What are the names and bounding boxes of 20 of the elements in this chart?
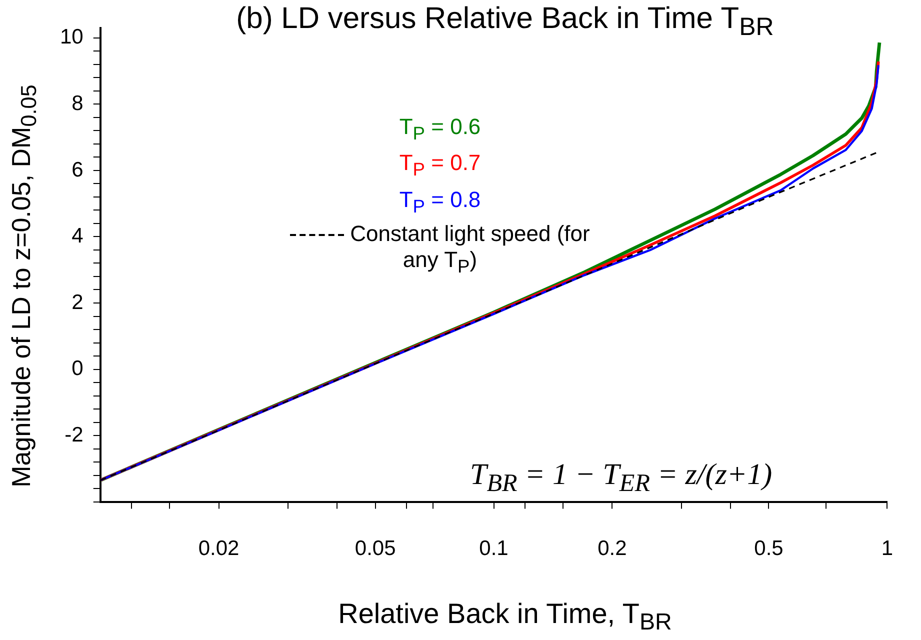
legend-label: Constant light speed (for any T$_{P}$) — [350, 221, 590, 277]
x-tick-label: 0.02 — [198, 537, 240, 560]
x-tick-label: 0.05 — [354, 537, 396, 560]
y-tick-label: 8 — [72, 92, 84, 115]
y-tick-label: -2 — [64, 423, 84, 446]
chart-title: (b) LD versus Relative Back in Time T$_{BR}$ — [235, 2, 775, 42]
annotation: T$_{BR}$ = 1 − T$_{ER}$ = z/(z+1) — [470, 458, 772, 498]
y-tick-label: 4 — [72, 224, 84, 248]
y-tick-label: 10 — [60, 26, 84, 49]
text: T$_{P}$ = 0.6 — [398, 113, 482, 146]
x-axis-title: Relative Back in Time, T$_{BR}$ — [337, 598, 673, 636]
x-tick-label: 1 — [881, 537, 894, 560]
text: T$_{P}$ = 0.8 — [398, 186, 482, 218]
x-tick-label: 0.5 — [754, 537, 784, 560]
x-tick-label: 0.1 — [479, 537, 508, 560]
text: T$_{P}$ = 0.7 — [398, 149, 482, 182]
y-tick-label: 2 — [72, 290, 84, 314]
y-tick-label: 6 — [72, 158, 84, 182]
y-tick-label: 0 — [72, 357, 84, 380]
x-tick-label: 0.2 — [598, 537, 627, 560]
